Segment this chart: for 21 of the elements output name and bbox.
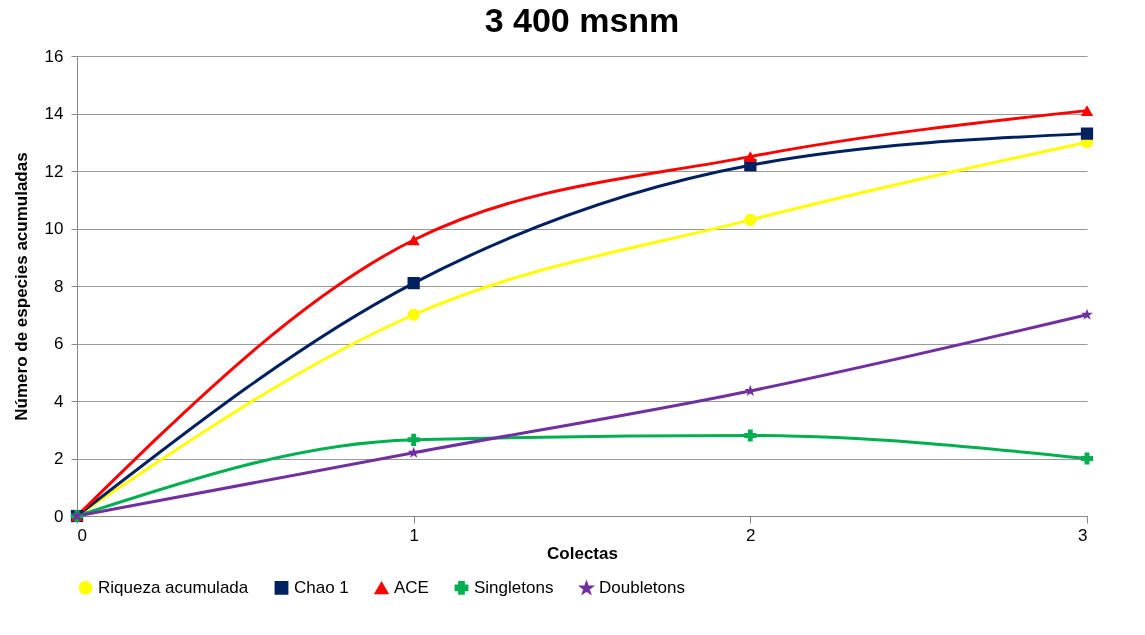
- x-tick-label: 2: [746, 525, 756, 545]
- y-tick-label: 6: [54, 334, 64, 353]
- y-tick-label: 14: [44, 104, 64, 123]
- y-tick-label: 2: [54, 449, 64, 468]
- chart-title: 3 400 msnm: [484, 1, 680, 39]
- y-tick-label: 12: [44, 161, 64, 181]
- y-axis-title: Número de especies acumuladas: [11, 152, 31, 421]
- x-tick-label: 1: [409, 525, 419, 545]
- y-tick-label: 8: [54, 276, 64, 296]
- legend-label: Riqueza acumulada: [98, 577, 249, 597]
- y-tick-label: 10: [44, 219, 64, 238]
- y-tick-label: 16: [44, 46, 64, 66]
- x-axis-title: Colectas: [547, 543, 618, 563]
- y-tick-label: 4: [54, 391, 64, 411]
- x-tick-label: 3: [1078, 525, 1088, 545]
- legend-label: ACE: [394, 578, 429, 598]
- legend-label: Chao 1: [294, 577, 349, 597]
- y-tick-label: 0: [54, 506, 64, 526]
- x-tick-label: 0: [77, 525, 87, 545]
- legend-label: Doubletons: [599, 578, 686, 598]
- legend-label: Singletons: [474, 577, 554, 597]
